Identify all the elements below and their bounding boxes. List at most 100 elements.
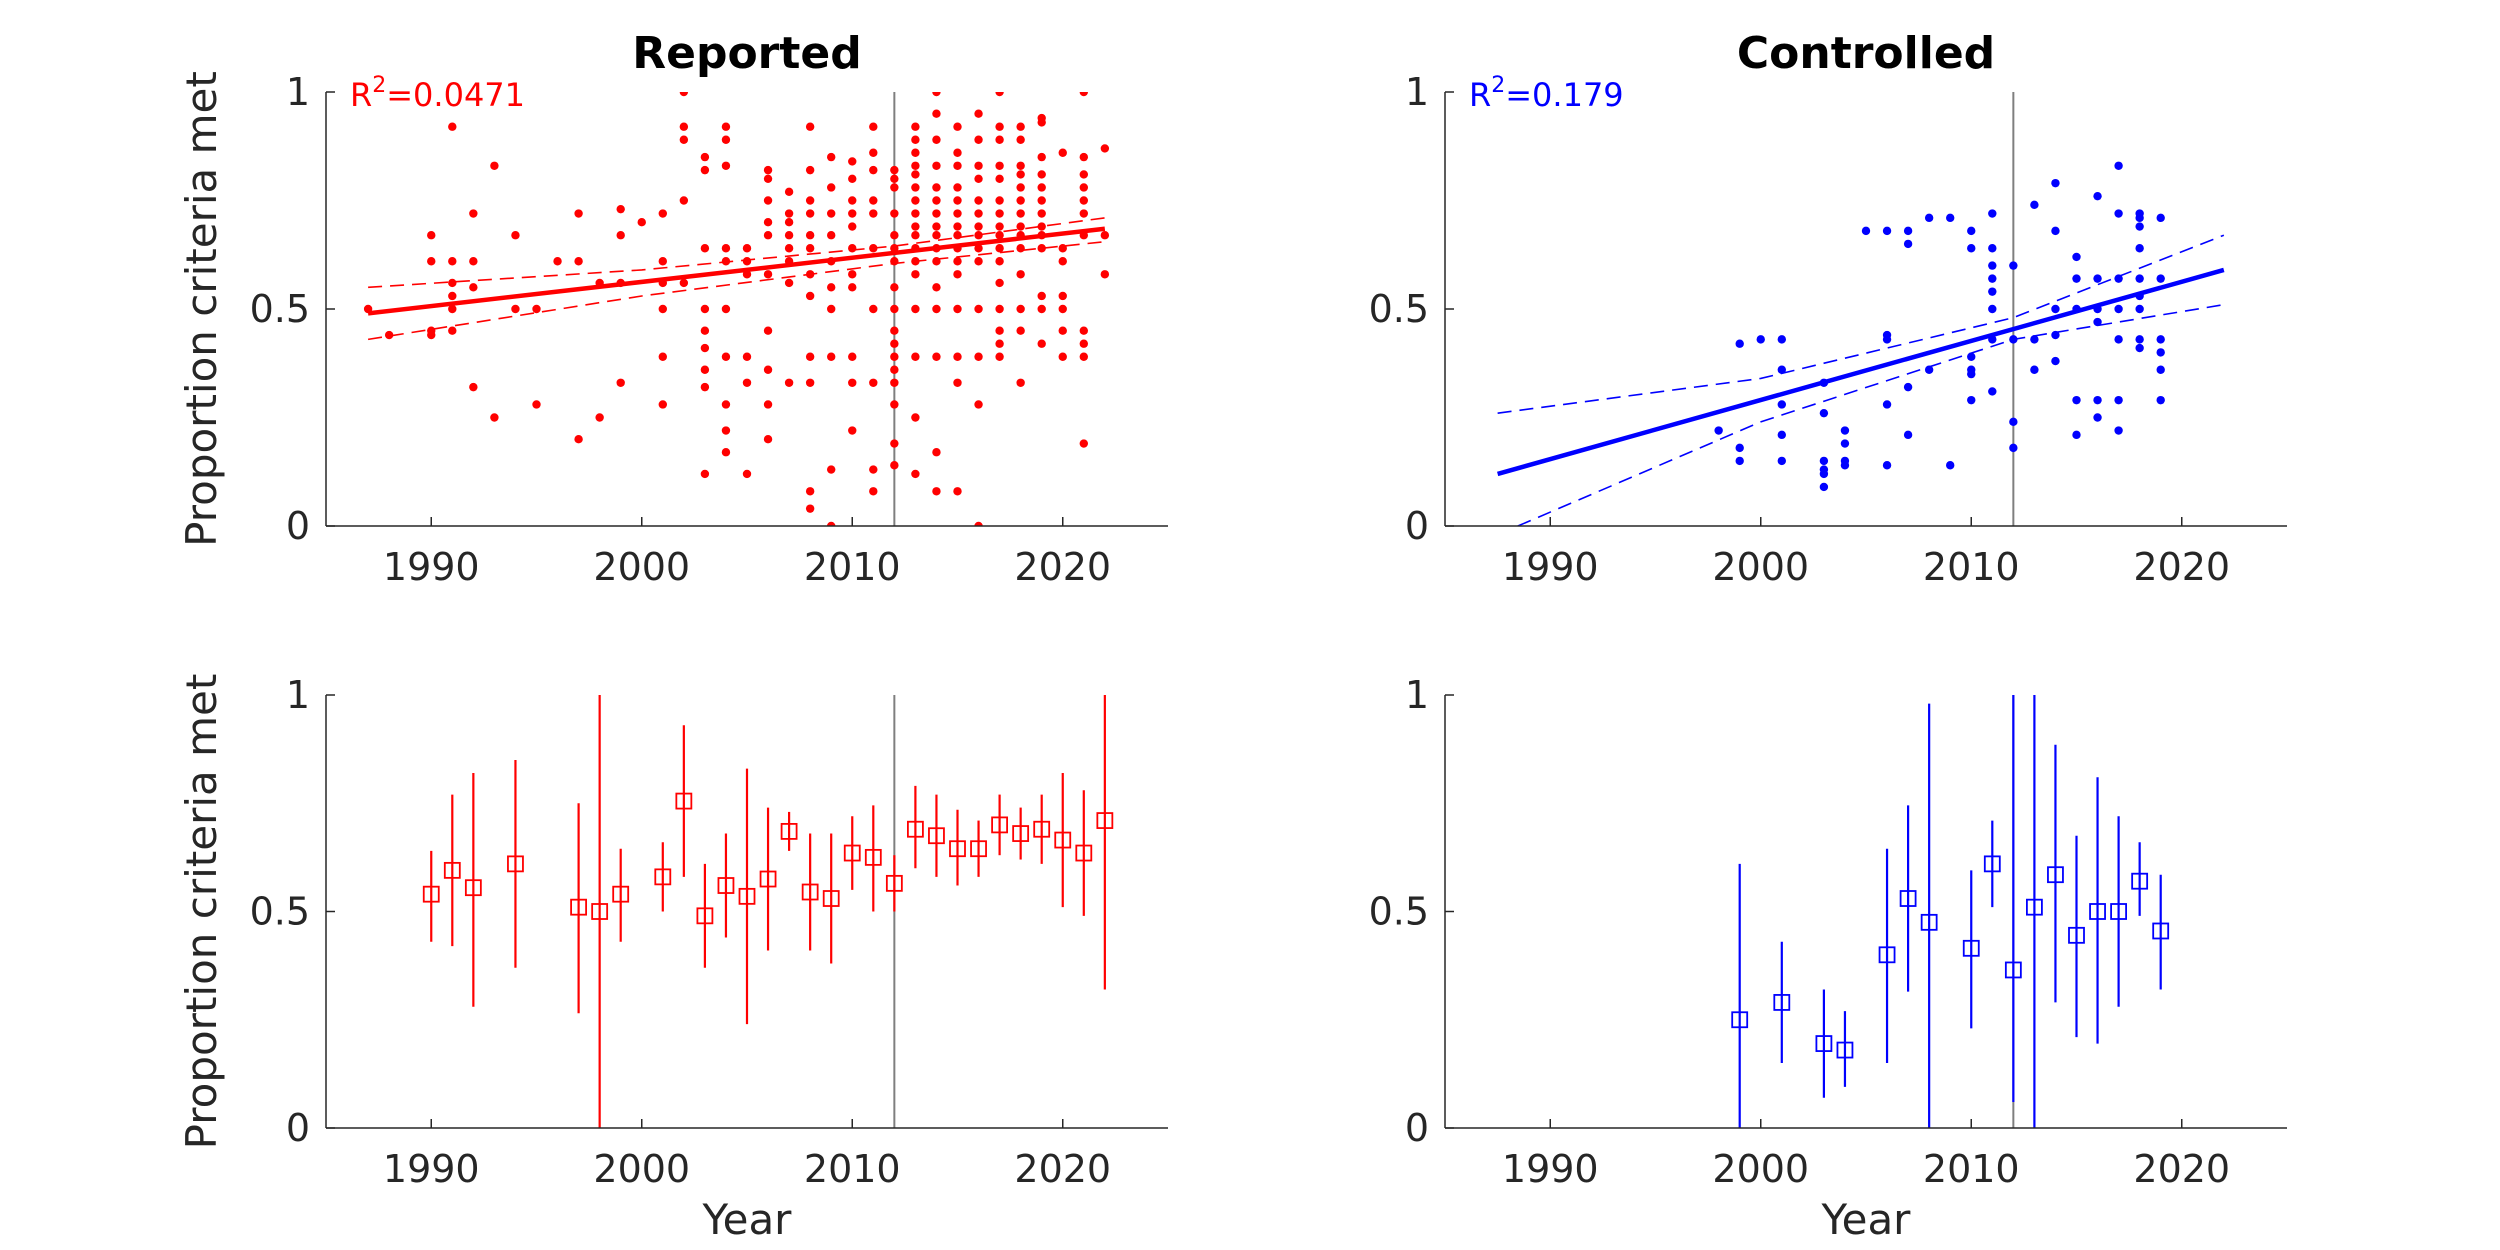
x-tick-label: 2000: [593, 545, 690, 589]
data-point: [1016, 122, 1025, 131]
data-point: [384, 330, 394, 340]
fit-line: [1497, 267, 2225, 477]
data-point: [721, 352, 731, 361]
data-point: [2135, 304, 2144, 314]
data-point: [1037, 304, 1046, 314]
data-point: [2072, 252, 2081, 262]
data-point: [2156, 395, 2165, 405]
data-point: [679, 278, 689, 288]
data-point: [869, 196, 878, 205]
data-point: [742, 378, 752, 387]
mean-marker: [1731, 1011, 1749, 1029]
data-point: [448, 326, 457, 335]
data-point: [848, 426, 857, 435]
data-point: [953, 122, 962, 131]
data-point: [911, 183, 920, 192]
data-point: [995, 257, 1004, 266]
y-tick-label: 0: [286, 1106, 310, 1150]
data-point: [848, 378, 857, 387]
y-tick-label: 1: [1405, 673, 1429, 717]
controlled-scatter-panel: R2=0.179 0 0.5 1 1990 2000 2010 2020 Controlled: [1369, 28, 2287, 589]
mean-marker: [1878, 946, 1896, 964]
data-point: [490, 161, 499, 170]
data-point: [2051, 304, 2060, 314]
data-point: [974, 400, 983, 409]
mean-marker: [464, 879, 482, 897]
data-point: [827, 283, 836, 292]
data-point: [784, 231, 794, 240]
data-point: [763, 218, 773, 227]
data-point: [742, 244, 752, 253]
y-axis-label: Proportion criteria met: [177, 674, 226, 1150]
data-point: [2051, 330, 2060, 340]
data-point: [658, 352, 667, 361]
data-point: [974, 174, 983, 183]
data-point: [1777, 400, 1787, 409]
data-point: [679, 122, 689, 131]
y-tick-label: 1: [286, 70, 310, 114]
data-point: [869, 465, 878, 474]
data-point: [1037, 183, 1046, 192]
data-point: [932, 92, 941, 97]
mean-marker: [1096, 812, 1114, 829]
reported-scatter-panel: R2=0.0471 0 0.5 1 1990 2000 2010 2020 Reported Pr…: [177, 28, 1168, 589]
mean-marker: [1033, 820, 1051, 838]
data-point: [974, 257, 983, 266]
data-point: [2093, 317, 2102, 327]
data-point: [1777, 365, 1787, 374]
data-point: [995, 174, 1004, 183]
r2-annotation: R2=0.0471: [350, 73, 525, 114]
data-point: [995, 339, 1004, 348]
data-point: [721, 122, 731, 131]
data-point: [1037, 170, 1046, 179]
data-point: [827, 209, 836, 218]
data-point: [1058, 326, 1067, 335]
data-point: [1079, 339, 1089, 348]
data-point: [2093, 304, 2102, 314]
ci-lower-line: [367, 240, 1105, 341]
data-point: [911, 170, 920, 179]
data-point: [869, 244, 878, 253]
data-point: [974, 196, 983, 205]
data-point: [700, 304, 710, 314]
data-point: [763, 400, 773, 409]
mean-marker: [970, 840, 987, 858]
data-point: [1756, 335, 1765, 344]
data-point: [469, 382, 478, 392]
data-point: [658, 209, 667, 218]
data-point: [2156, 348, 2165, 357]
data-point: [1735, 443, 1744, 453]
data-point: [763, 365, 773, 374]
data-point: [721, 426, 731, 435]
mean-marker: [2047, 866, 2064, 884]
data-point: [953, 304, 962, 314]
data-point: [953, 244, 962, 253]
r2-prefix: R: [350, 76, 372, 114]
data-point: [1079, 152, 1089, 162]
mean-marker: [1899, 890, 1917, 907]
data-point: [1777, 430, 1787, 440]
data-point: [574, 257, 583, 266]
data-point: [2030, 200, 2039, 210]
data-point: [1079, 92, 1088, 97]
data-point: [2114, 274, 2123, 283]
data-point: [1988, 261, 1997, 270]
data-point: [2072, 274, 2081, 283]
mean-marker: [2131, 872, 2149, 890]
data-point: [1988, 387, 1997, 396]
x-tick-label: 2010: [804, 1147, 901, 1191]
x-axis-label: Year: [702, 1195, 793, 1244]
data-point: [574, 209, 583, 218]
data-point: [1777, 335, 1787, 344]
mean-marker: [654, 868, 672, 886]
data-point: [848, 222, 857, 231]
x-tick-label: 2000: [1712, 545, 1809, 589]
data-point: [616, 378, 625, 387]
data-point: [848, 270, 857, 279]
data-point: [1016, 326, 1025, 335]
data-point: [763, 326, 773, 335]
data-point: [2135, 244, 2144, 253]
data-point: [1037, 231, 1046, 240]
data-point: [1819, 456, 1829, 466]
data-point: [911, 304, 920, 314]
